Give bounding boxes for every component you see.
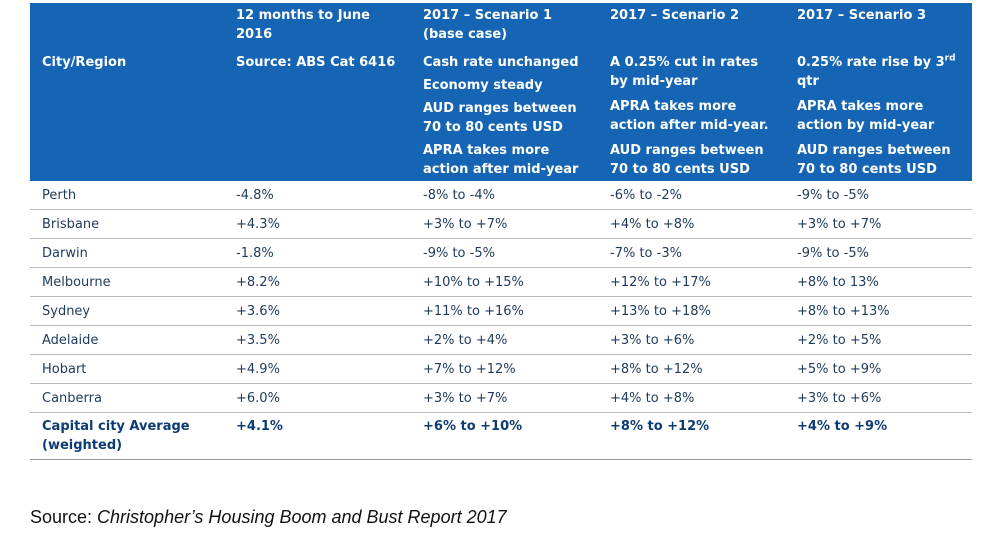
s1-assumption-apra: APRA takes more action after mid-year bbox=[423, 143, 579, 177]
scenario-2-range: +4% to +8% bbox=[598, 209, 785, 239]
scenario-2-range: -6% to -2% bbox=[598, 181, 785, 210]
growth-2016: +4.3% bbox=[224, 209, 411, 239]
table-row: Melbourne +8.2% +10% to +15% +12% to +17… bbox=[30, 267, 972, 297]
table-row: Adelaide +3.5% +2% to +4% +3% to +6% +2%… bbox=[30, 325, 972, 355]
header-source-abs: Source: ABS Cat 6416 bbox=[224, 45, 411, 181]
s3-rate-rise-text: 0.25% rate rise by 3 bbox=[797, 55, 945, 70]
scenario-1-range: +3% to +7% bbox=[411, 209, 598, 239]
header-empty-cell bbox=[30, 3, 224, 45]
table-row: Darwin -1.8% -9% to -5% -7% to -3% -9% t… bbox=[30, 238, 972, 268]
scenario-1-range: +2% to +4% bbox=[411, 325, 598, 355]
growth-2016: -4.8% bbox=[224, 181, 411, 210]
scenario-1-range: +10% to +15% bbox=[411, 267, 598, 297]
scenario-1-range: +3% to +7% bbox=[411, 383, 598, 413]
header-scenario-1: 2017 – Scenario 1 (base case) bbox=[411, 3, 598, 45]
scenario-3-range: +8% to +13% bbox=[785, 296, 972, 326]
scenario-3-range: +5% to +9% bbox=[785, 354, 972, 384]
s3-assumption-rate-rise: 0.25% rate rise by 3rd qtr bbox=[797, 53, 966, 91]
table-row: Hobart +4.9% +7% to +12% +8% to +12% +5%… bbox=[30, 354, 972, 384]
table-row: Brisbane +4.3% +3% to +7% +4% to +8% +3%… bbox=[30, 209, 972, 239]
city-name: Adelaide bbox=[30, 325, 224, 355]
growth-2016: +3.6% bbox=[224, 296, 411, 326]
source-title: Christopher’s Housing Boom and Bust Repo… bbox=[97, 507, 507, 527]
s3-assumption-apra: APRA takes more action by mid-year bbox=[797, 99, 935, 133]
header-row-top: 12 months to June 2016 2017 – Scenario 1… bbox=[30, 3, 972, 45]
scenario-3-range: +3% to +7% bbox=[785, 209, 972, 239]
source-caption: Source: Christopher’s Housing Boom and B… bbox=[30, 507, 507, 528]
city-name: Sydney bbox=[30, 296, 224, 326]
average-scenario-3: +4% to +9% bbox=[785, 412, 972, 460]
scenario-2-assumptions: A 0.25% cut in rates by mid-year APRA ta… bbox=[598, 45, 785, 181]
scenario-3-assumptions: 0.25% rate rise by 3rd qtr APRA takes mo… bbox=[785, 45, 972, 181]
scenario-1-range: +7% to +12% bbox=[411, 354, 598, 384]
s1-assumption-economy: Economy steady bbox=[423, 78, 543, 93]
s2-assumption-aud: AUD ranges between 70 to 80 cents USD bbox=[610, 143, 764, 177]
housing-forecast-table: 12 months to June 2016 2017 – Scenario 1… bbox=[30, 3, 972, 460]
average-scenario-1: +6% to +10% bbox=[411, 412, 598, 460]
growth-2016: -1.8% bbox=[224, 238, 411, 268]
header-period-2016: 12 months to June 2016 bbox=[224, 3, 411, 45]
scenario-2-range: +12% to +17% bbox=[598, 267, 785, 297]
scenario-2-range: +13% to +18% bbox=[598, 296, 785, 326]
growth-2016: +3.5% bbox=[224, 325, 411, 355]
table-row: Sydney +3.6% +11% to +16% +13% to +18% +… bbox=[30, 296, 972, 326]
s3-rate-rise-suffix: qtr bbox=[797, 74, 819, 89]
header-scenario-2: 2017 – Scenario 2 bbox=[598, 3, 785, 45]
s1-assumption-cash-rate: Cash rate unchanged bbox=[423, 55, 579, 70]
s2-assumption-rate-cut: A 0.25% cut in rates by mid-year bbox=[610, 55, 759, 89]
table-row: Canberra +6.0% +3% to +7% +4% to +8% +3%… bbox=[30, 383, 972, 413]
s3-rate-rise-superscript: rd bbox=[944, 53, 956, 64]
scenario-3-range: +2% to +5% bbox=[785, 325, 972, 355]
scenario-2-range: -7% to -3% bbox=[598, 238, 785, 268]
growth-2016: +8.2% bbox=[224, 267, 411, 297]
city-name: Darwin bbox=[30, 238, 224, 268]
average-label: Capital city Average (weighted) bbox=[30, 412, 224, 460]
city-name: Perth bbox=[30, 181, 224, 210]
s2-assumption-apra: APRA takes more action after mid-year. bbox=[610, 99, 769, 133]
city-name: Melbourne bbox=[30, 267, 224, 297]
average-row: Capital city Average (weighted) +4.1% +6… bbox=[30, 412, 972, 460]
scenario-3-range: -9% to -5% bbox=[785, 181, 972, 210]
growth-2016: +4.9% bbox=[224, 354, 411, 384]
growth-2016: +6.0% bbox=[224, 383, 411, 413]
header-row-assumptions: City/Region Source: ABS Cat 6416 Cash ra… bbox=[30, 45, 972, 181]
header-city-region: City/Region bbox=[30, 45, 224, 181]
s3-assumption-aud: AUD ranges between 70 to 80 cents USD bbox=[797, 143, 951, 177]
s1-assumption-aud: AUD ranges between 70 to 80 cents USD bbox=[423, 101, 577, 135]
table-row: Perth -4.8% -8% to -4% -6% to -2% -9% to… bbox=[30, 181, 972, 210]
scenario-1-range: -8% to -4% bbox=[411, 181, 598, 210]
scenario-1-range: +11% to +16% bbox=[411, 296, 598, 326]
scenario-2-range: +4% to +8% bbox=[598, 383, 785, 413]
city-name: Canberra bbox=[30, 383, 224, 413]
source-prefix: Source: bbox=[30, 507, 98, 527]
city-name: Brisbane bbox=[30, 209, 224, 239]
scenario-2-range: +8% to +12% bbox=[598, 354, 785, 384]
scenario-3-range: +3% to +6% bbox=[785, 383, 972, 413]
city-name: Hobart bbox=[30, 354, 224, 384]
header-scenario-3: 2017 – Scenario 3 bbox=[785, 3, 972, 45]
average-scenario-2: +8% to +12% bbox=[598, 412, 785, 460]
average-2016: +4.1% bbox=[224, 412, 411, 460]
scenario-2-range: +3% to +6% bbox=[598, 325, 785, 355]
scenario-3-range: +8% to 13% bbox=[785, 267, 972, 297]
scenario-3-range: -9% to -5% bbox=[785, 238, 972, 268]
scenario-1-range: -9% to -5% bbox=[411, 238, 598, 268]
scenario-1-assumptions: Cash rate unchanged Economy steady AUD r… bbox=[411, 45, 598, 181]
